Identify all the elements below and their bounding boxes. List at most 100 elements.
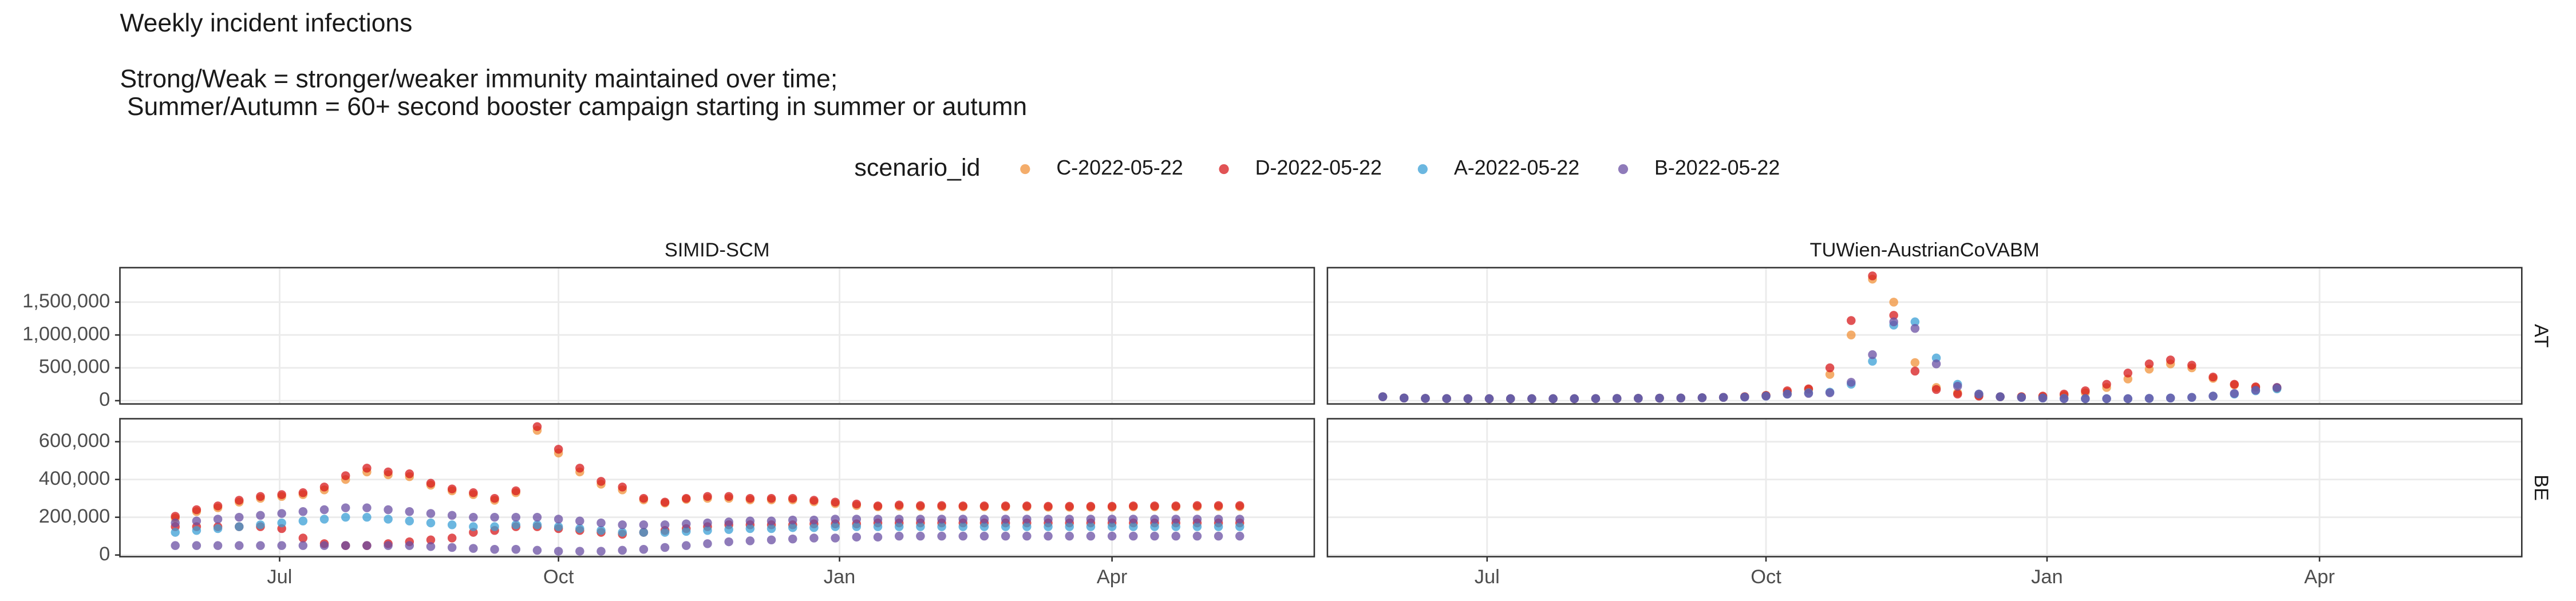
data-point [1022,522,1032,531]
data-point [319,483,329,492]
data-point [447,511,457,520]
data-point [2017,393,2026,402]
panel [119,418,1315,557]
data-point [2102,394,2111,404]
data-point [852,532,862,542]
data-point [831,522,840,531]
data-point [405,469,414,479]
data-point [979,515,989,524]
legend-marker [1417,164,1428,175]
data-point [511,545,521,554]
data-point [1086,515,1096,524]
data-point [490,522,499,531]
data-point [1931,359,1941,369]
data-point [2038,393,2048,403]
legend-marker [1618,164,1629,175]
data-point [596,526,606,535]
data-point [2251,385,2261,395]
data-point [575,524,584,533]
panel [1326,418,2523,557]
data-point [2166,355,2175,365]
data-point [384,515,393,524]
panel-border [119,418,1315,557]
data-point [2208,392,2218,401]
data-point [171,512,180,521]
data-point [767,516,776,526]
data-point [192,516,202,526]
data-point [1612,394,1622,403]
data-point [1171,515,1180,524]
data-point [1548,394,1558,404]
data-point [2081,386,2090,396]
data-point [426,542,436,551]
data-point [873,515,883,524]
data-point [256,511,265,520]
data-point [532,422,542,432]
data-point [192,505,202,515]
data-point [1107,522,1117,531]
data-point [618,520,627,529]
data-point [1847,330,1856,339]
data-point [1910,324,1920,333]
data-point [979,522,989,531]
data-point [916,501,925,510]
data-point [384,505,393,515]
data-point [1150,501,1159,511]
data-point [319,541,329,550]
data-point [1783,389,1792,399]
data-point [1825,363,1835,373]
data-point [1634,394,1643,403]
legend-label: A-2022-05-22 [1454,156,1579,179]
data-point [298,488,308,497]
data-point [873,501,883,511]
data-point [490,493,499,503]
y-tick-label: 0 [99,389,110,410]
data-point [596,518,606,528]
strip-label: AT [2530,324,2552,347]
data-point [2081,394,2090,404]
data-point [1953,382,1962,391]
data-point [341,503,350,512]
data-point [745,524,755,533]
data-point [682,519,691,528]
data-point [1235,515,1244,524]
data-point [682,527,691,536]
data-point [596,477,606,486]
chart-subtitle: Strong/Weak = stronger/weaker immunity m… [120,65,838,93]
data-point [639,545,649,554]
data-point [1825,370,1835,379]
data-point [937,501,946,510]
legend-marker [1219,164,1229,175]
data-point [469,488,478,497]
data-point [1086,531,1096,541]
data-point [213,524,223,533]
data-point [1171,522,1180,531]
data-point [1065,522,1074,531]
data-point [1400,393,1409,403]
x-tick-label: Jul [1475,566,1500,588]
data-point [894,515,904,524]
data-point [532,520,542,529]
data-point [660,497,670,507]
data-point [575,464,584,473]
data-point [554,547,563,556]
data-point [1107,515,1117,524]
y-tick-label: 600,000 [39,430,110,452]
data-point [852,522,862,531]
data-point [937,531,946,541]
data-point [213,541,223,550]
strip-label: SIMID-SCM [665,239,770,261]
data-point [1192,531,1202,541]
data-point [341,512,350,522]
data-point [1235,501,1244,510]
data-point [682,493,691,503]
data-point [937,522,946,531]
data-point [1910,358,1920,367]
y-tick-label: 1,500,000 [22,290,110,312]
data-point [1378,392,1388,401]
data-point [894,522,904,531]
panel [119,267,1315,405]
data-point [1065,531,1074,541]
data-point [979,531,989,541]
